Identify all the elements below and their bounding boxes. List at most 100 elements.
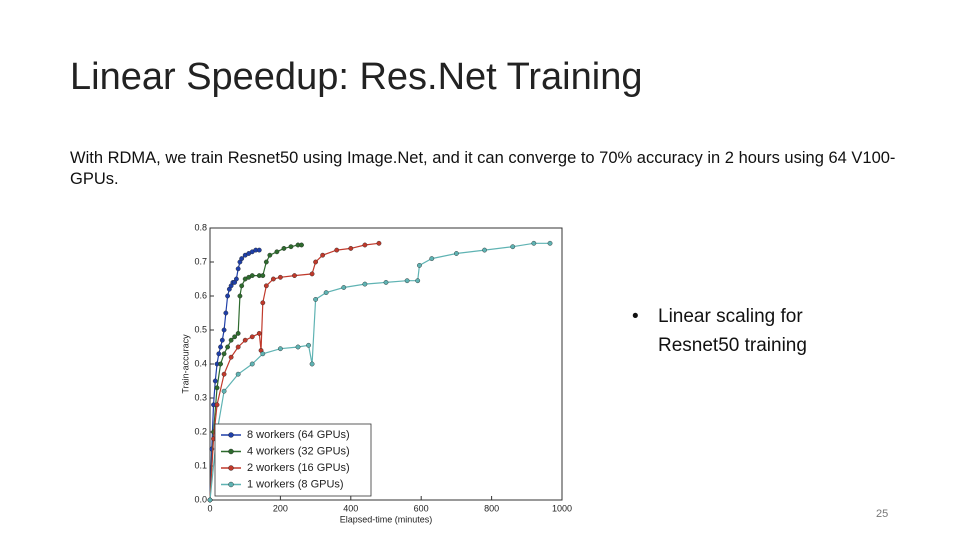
data-point: [267, 252, 273, 258]
data-point: [404, 278, 410, 284]
y-tick-label: 0.1: [194, 460, 207, 470]
x-tick-label: 800: [484, 503, 499, 513]
data-point: [219, 337, 225, 343]
x-tick-label: 0: [207, 503, 212, 513]
data-point: [295, 344, 301, 350]
data-point: [415, 278, 421, 284]
series-line: [209, 242, 551, 501]
legend-label: 8 workers (64 GPUs): [247, 429, 350, 441]
data-point: [531, 240, 537, 246]
data-point: [383, 279, 389, 285]
x-tick-label: 200: [273, 503, 288, 513]
data-point: [260, 273, 266, 278]
legend-label: 1 workers (8 GPUs): [247, 478, 344, 490]
data-point: [233, 276, 239, 282]
data-point: [281, 245, 287, 251]
slide-title: Linear Speedup: Res.Net Training: [70, 56, 643, 98]
data-point: [453, 251, 459, 256]
page-number: 25: [876, 508, 889, 520]
data-point: [216, 351, 222, 357]
data-point: [313, 296, 318, 302]
data-point: [256, 330, 262, 336]
data-point: [218, 361, 223, 367]
data-point: [260, 300, 266, 306]
data-point: [260, 351, 266, 357]
data-point: [214, 385, 220, 391]
data-point: [235, 330, 241, 336]
legend-marker: [228, 481, 234, 488]
data-point: [288, 244, 294, 250]
data-point: [235, 266, 241, 272]
data-point: [235, 371, 241, 377]
data-point: [218, 344, 223, 350]
data-point: [348, 245, 354, 251]
data-point: [221, 388, 227, 394]
data-point: [221, 327, 227, 333]
data-point: [214, 402, 220, 408]
data-point: [249, 334, 255, 340]
data-point: [313, 259, 318, 265]
data-point: [482, 247, 487, 253]
data-point: [225, 344, 231, 350]
y-tick-label: 0.7: [194, 256, 207, 266]
legend-marker: [228, 448, 234, 455]
data-point: [510, 244, 516, 250]
legend-marker: [228, 432, 234, 438]
x-axis-label: Elapsed-time (minutes): [340, 514, 433, 524]
data-point: [362, 281, 368, 287]
data-point: [547, 240, 553, 246]
data-point: [299, 242, 304, 248]
data-point: [225, 293, 231, 299]
y-tick-label: 0.3: [194, 392, 207, 402]
legend-marker: [228, 465, 234, 471]
legend-label: 2 workers (16 GPUs): [247, 462, 350, 474]
data-point: [207, 497, 213, 503]
data-point: [256, 247, 262, 253]
data-point: [221, 351, 227, 357]
data-point: [323, 290, 329, 295]
legend-label: 4 workers (32 GPUs): [247, 445, 350, 457]
x-tick-label: 400: [343, 503, 358, 513]
x-tick-label: 600: [414, 503, 429, 513]
data-point: [249, 273, 255, 278]
data-point: [376, 240, 382, 246]
data-point: [320, 252, 326, 258]
data-point: [263, 283, 269, 289]
y-tick-label: 0.0: [194, 494, 207, 504]
y-tick-label: 0.5: [194, 324, 207, 334]
x-tick-label: 1000: [552, 503, 572, 513]
data-point: [417, 262, 422, 268]
data-point: [239, 256, 245, 261]
data-point: [228, 337, 234, 343]
data-point: [212, 378, 218, 384]
data-point: [277, 346, 283, 352]
data-point: [249, 361, 255, 367]
series-line: [209, 242, 380, 501]
data-point: [232, 334, 238, 340]
y-axis-label: Train-accuracy: [180, 334, 190, 394]
data-point: [228, 354, 234, 360]
data-point: [362, 242, 368, 248]
data-point: [277, 274, 283, 280]
y-tick-label: 0.6: [194, 290, 207, 300]
data-point: [263, 259, 269, 265]
data-point: [306, 342, 311, 348]
data-point: [270, 276, 276, 282]
y-tick-label: 0.4: [194, 358, 207, 368]
data-point: [429, 256, 435, 261]
data-point: [221, 371, 227, 377]
data-point: [309, 361, 315, 367]
data-point: [235, 344, 241, 350]
y-tick-label: 0.2: [194, 426, 207, 436]
data-point: [237, 293, 243, 299]
data-point: [242, 337, 248, 343]
data-point: [223, 310, 229, 316]
data-point: [274, 249, 280, 255]
data-point: [239, 283, 245, 289]
data-point: [309, 271, 315, 277]
body-text: With RDMA, we train Resnet50 using Image…: [70, 149, 896, 188]
y-tick-label: 0.8: [194, 222, 207, 232]
data-point: [292, 273, 297, 278]
